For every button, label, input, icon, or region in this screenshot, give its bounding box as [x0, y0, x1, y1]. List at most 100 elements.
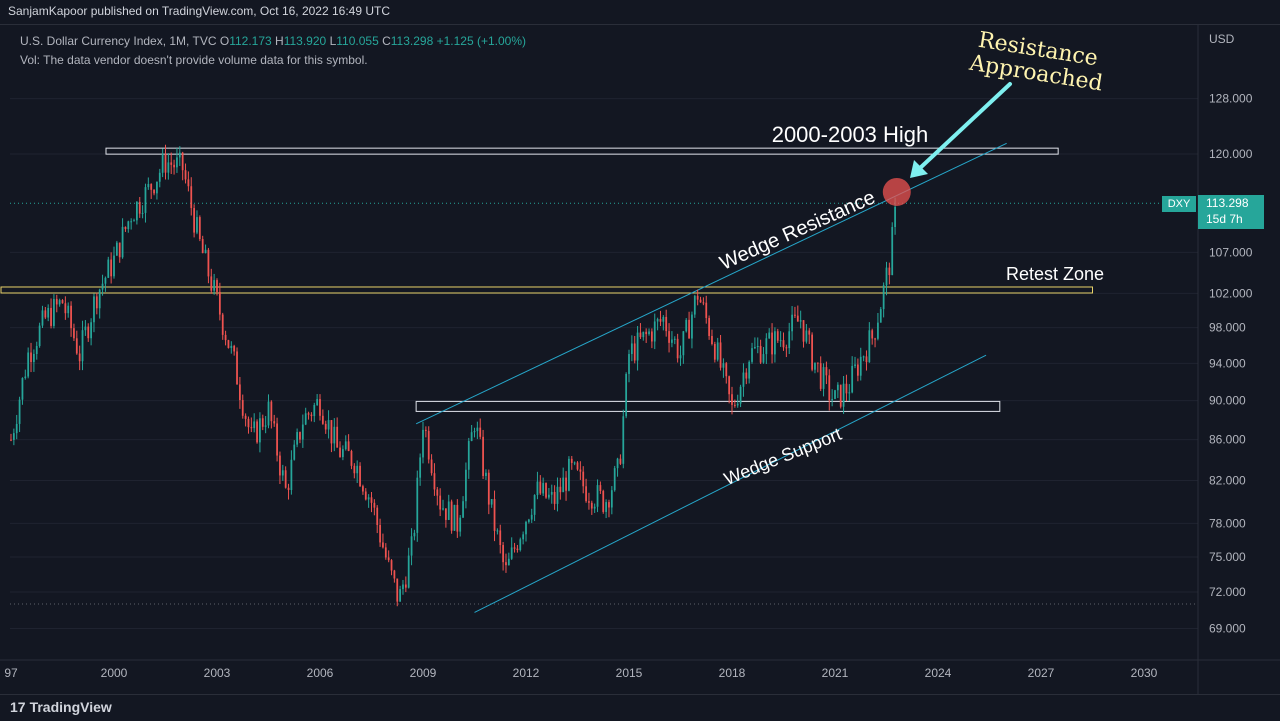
candle-body — [276, 423, 278, 456]
candle-body — [590, 502, 593, 509]
candle-body — [568, 458, 570, 491]
candle-body — [279, 455, 281, 476]
candle-body — [673, 338, 676, 340]
candle-body — [193, 208, 195, 233]
x-tick-label: 2012 — [513, 666, 540, 680]
candle-body — [178, 152, 181, 158]
candle-body — [393, 570, 396, 579]
candle-body — [422, 429, 424, 458]
candle-body — [519, 539, 522, 551]
candle-body — [742, 372, 745, 387]
candle-body — [834, 390, 836, 399]
candle-body — [516, 548, 519, 551]
candle-body — [882, 285, 885, 310]
price-chart[interactable]: 128.000 120.000 107.000 102.000 98.000 94.000… — [0, 24, 1280, 694]
candle-body — [213, 280, 216, 291]
candle-body — [653, 321, 656, 342]
candle-body — [404, 584, 407, 588]
candle-body — [144, 187, 147, 213]
open-value: 112.173 — [229, 34, 272, 48]
candle-body — [633, 343, 636, 361]
candle-body — [416, 477, 419, 533]
candle-body — [15, 423, 18, 434]
candle-body — [636, 332, 639, 361]
candle-body — [891, 227, 894, 276]
candle-body — [336, 426, 339, 448]
candle-body — [465, 469, 467, 502]
candle-body — [113, 255, 115, 277]
candle-body — [533, 495, 536, 515]
candle-body — [585, 486, 587, 502]
candle-body — [765, 338, 768, 355]
candle-body — [30, 352, 32, 363]
last-price: 113.298 — [1206, 196, 1249, 210]
candle-body — [751, 348, 753, 362]
candle-body — [862, 356, 865, 358]
candle-body — [828, 375, 831, 401]
wedge-resistance-line — [415, 142, 1007, 425]
candle-body — [754, 347, 756, 349]
candle-body — [507, 558, 510, 566]
candle-body — [756, 345, 759, 348]
x-tick-label: 2027 — [1028, 666, 1055, 680]
change-value: +1.125 (+1.00%) — [436, 34, 527, 48]
candle-body — [402, 584, 404, 590]
candle-body — [316, 399, 319, 406]
candle-body — [296, 432, 298, 445]
candle-body — [301, 424, 304, 440]
candle-body — [233, 345, 236, 352]
candle-body — [399, 589, 401, 602]
annotation-high: 2000-2003 High — [772, 122, 929, 147]
candle-body — [373, 502, 376, 508]
candle-body — [719, 342, 722, 368]
y-tick-label: 98.000 — [1209, 321, 1246, 335]
candle-body — [53, 298, 55, 326]
candle-body — [476, 427, 479, 432]
candle-body — [733, 404, 736, 406]
x-tick-label: 2021 — [822, 666, 849, 680]
candle-body — [542, 483, 545, 494]
candle-body — [487, 472, 490, 505]
highlight-marker — [882, 177, 911, 206]
candle-body — [250, 427, 253, 429]
currency-label: USD — [1209, 32, 1235, 46]
candle-body — [639, 332, 642, 338]
candle-body — [347, 441, 350, 452]
candle-body — [599, 485, 602, 491]
arrow-annotation — [910, 82, 1012, 178]
candle-body — [573, 462, 576, 464]
support-zone-box — [415, 400, 1001, 412]
candle-body — [548, 494, 550, 498]
x-tick-label: 2024 — [925, 666, 952, 680]
candle-body — [722, 363, 725, 368]
candle-body — [642, 331, 645, 338]
x-tick-label: 2009 — [410, 666, 437, 680]
candle-body — [842, 383, 845, 407]
candle-body — [691, 314, 693, 339]
candle-body — [894, 206, 896, 228]
candle-body — [267, 401, 270, 426]
candle-body — [264, 425, 267, 427]
candle-body — [588, 501, 590, 503]
candle-body — [556, 486, 559, 504]
candle-body — [167, 162, 170, 173]
candle-body — [545, 483, 547, 498]
candle-body — [218, 291, 221, 315]
candle-body — [210, 276, 213, 291]
wedge-lines — [415, 142, 1007, 613]
candle-body — [739, 386, 742, 404]
retest-zone-box — [0, 286, 1093, 294]
candle-body — [539, 481, 542, 494]
candle-body — [310, 414, 313, 417]
y-tick-label: 128.000 — [1209, 92, 1253, 106]
candle-body — [493, 499, 496, 531]
footer-bar: 17 TradingView — [0, 694, 1280, 721]
candle-body — [110, 259, 113, 277]
symbol-legend: U.S. Dollar Currency Index, 1M, TVC O112… — [20, 34, 526, 48]
candle-body — [771, 332, 773, 355]
y-tick-label: 107.000 — [1209, 245, 1253, 259]
candle-body — [293, 444, 296, 460]
tradingview-logo[interactable]: 17 TradingView — [10, 699, 112, 715]
candle-body — [61, 300, 64, 304]
